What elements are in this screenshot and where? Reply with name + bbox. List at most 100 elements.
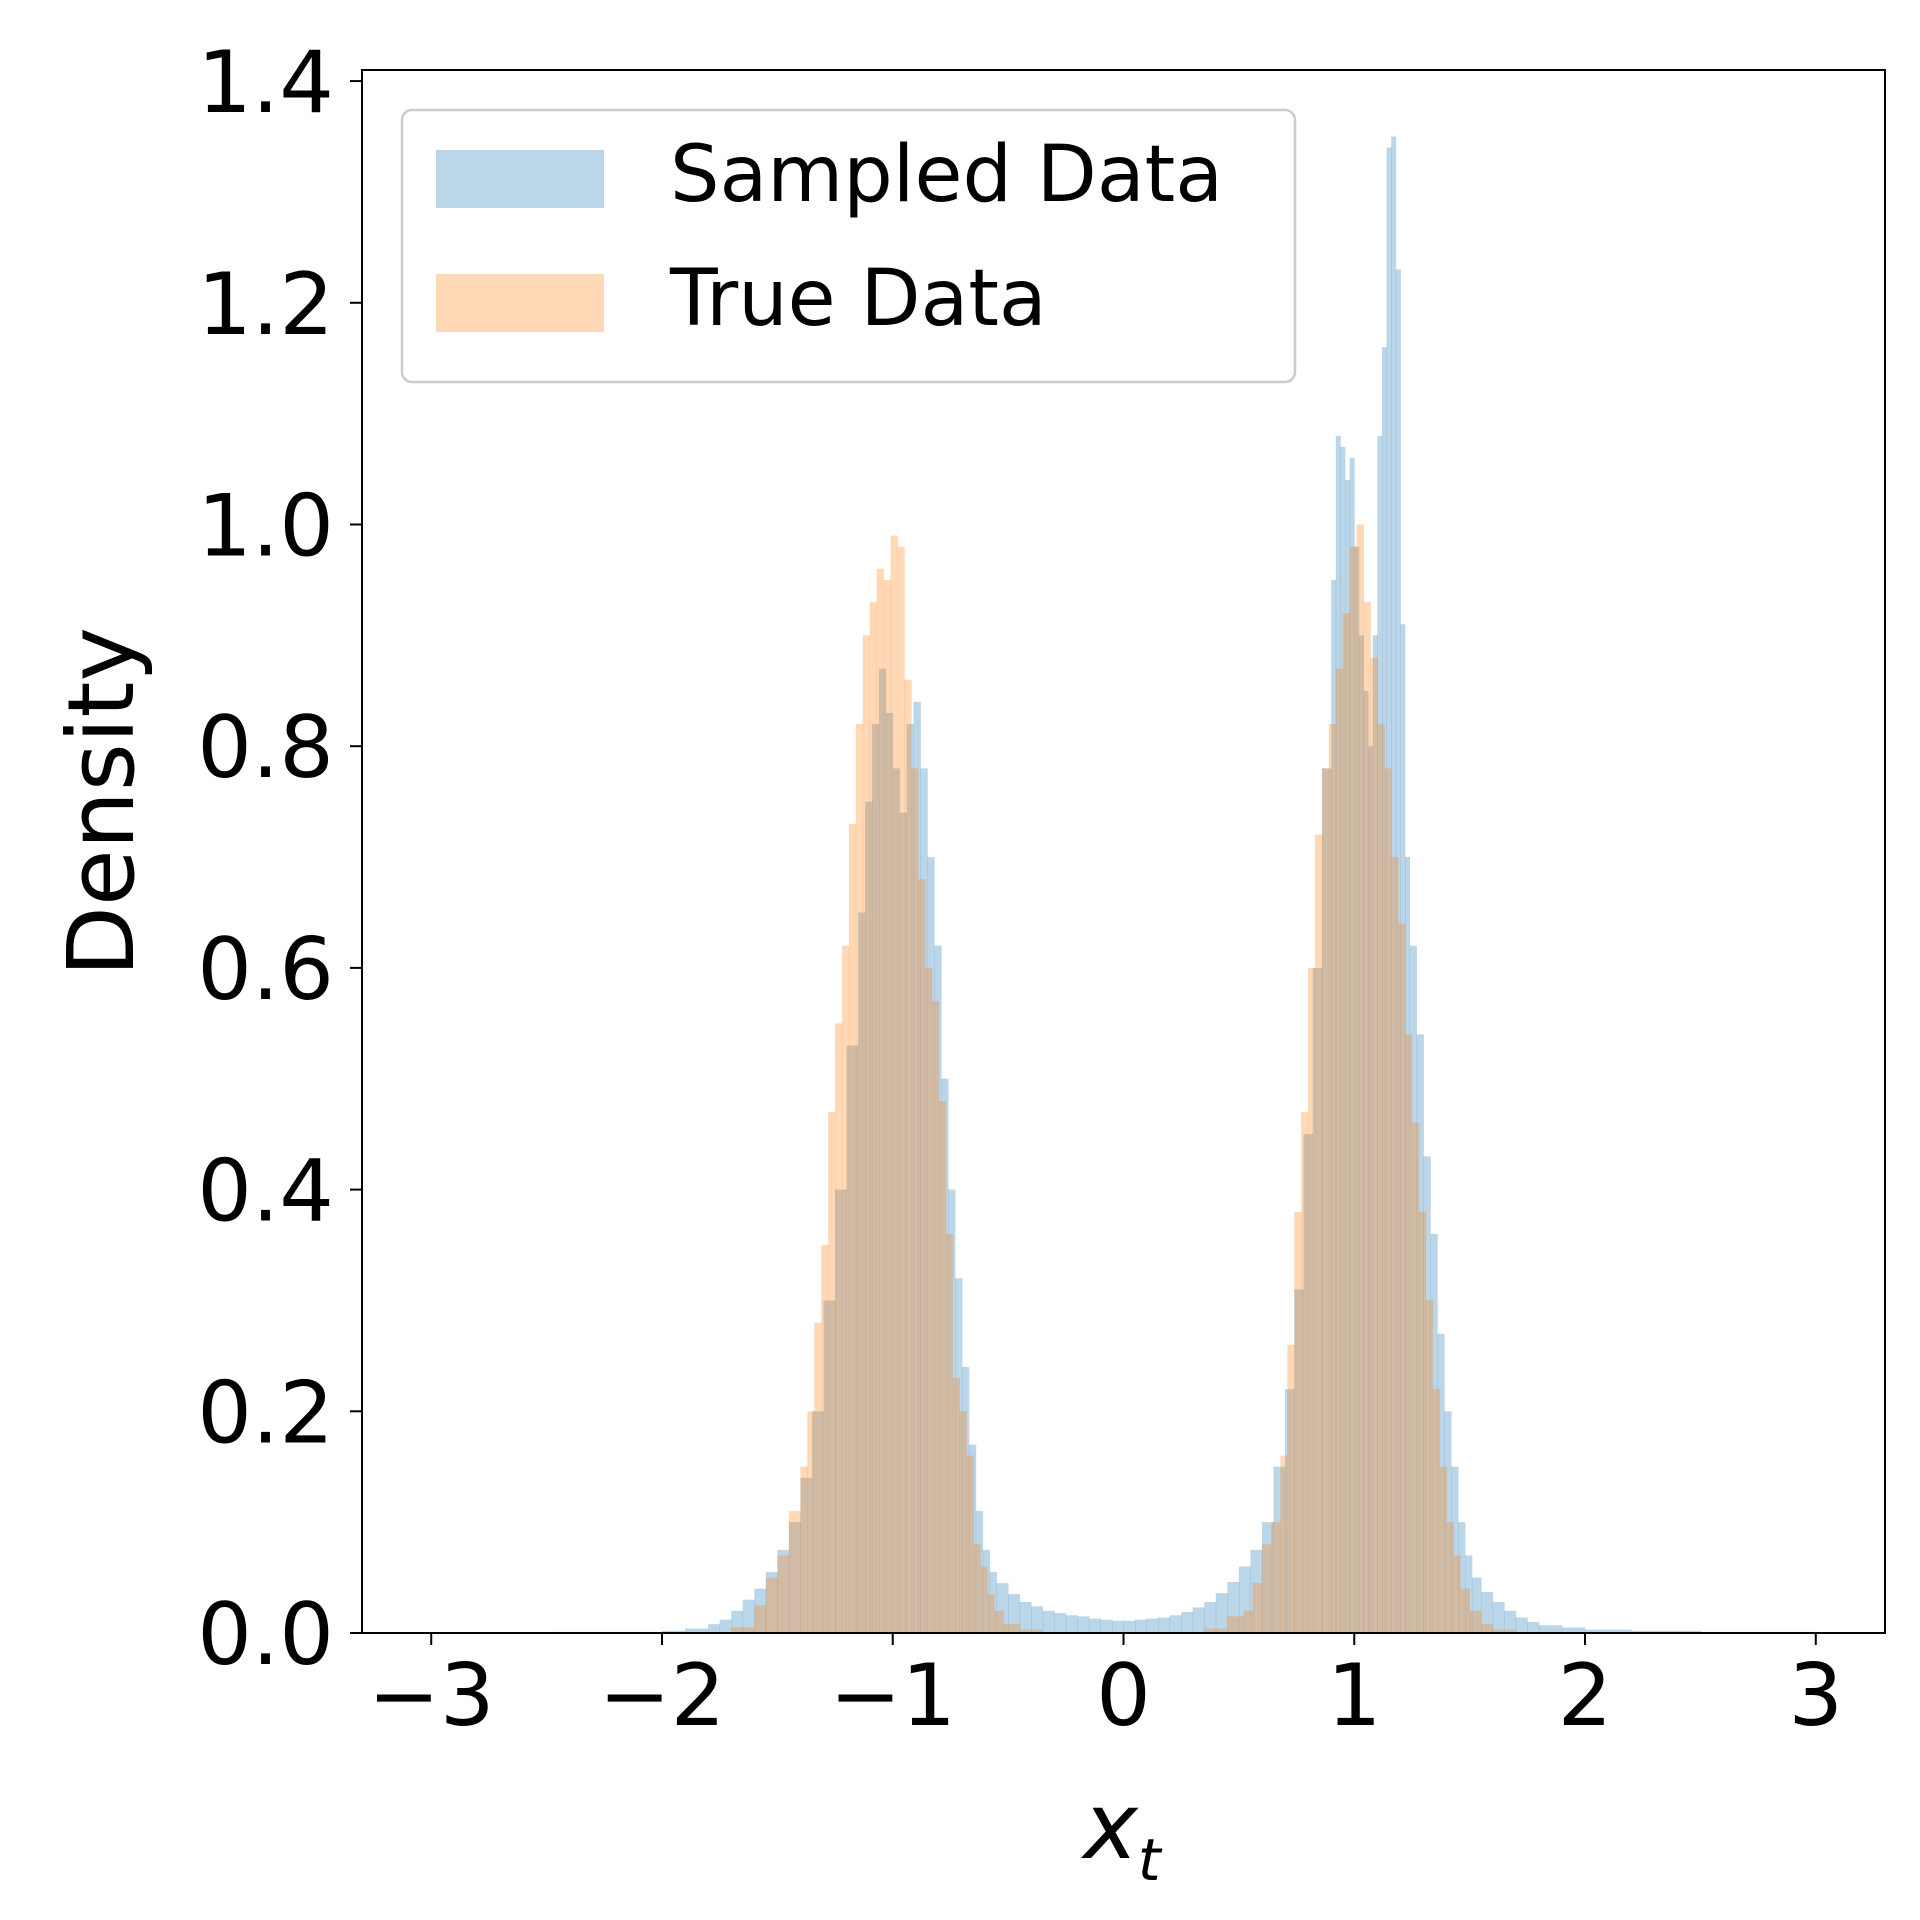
histogram-bar — [899, 812, 907, 1633]
histogram-bar — [906, 724, 914, 1633]
series-1 — [731, 524, 1517, 1634]
histogram-bar — [938, 1100, 947, 1633]
histogram-bar — [1335, 435, 1341, 1633]
histogram-bar — [1301, 1112, 1309, 1633]
histogram-bar — [1204, 1628, 1228, 1633]
histogram-bar — [952, 1378, 961, 1633]
histogram-bar — [1432, 1389, 1441, 1633]
histogram-bar — [913, 701, 921, 1633]
histogram-bar — [807, 1411, 815, 1633]
histogram-bar — [800, 1466, 808, 1633]
histogram-bar — [1398, 923, 1406, 1633]
histogram-bar — [765, 1577, 778, 1633]
histogram-bar — [1358, 635, 1364, 1633]
histogram-bar — [955, 1278, 963, 1633]
y-tick-label: 0.0 — [197, 1585, 334, 1685]
x-tick-label: −3 — [368, 1646, 495, 1746]
histogram-bar — [1204, 1601, 1217, 1633]
histogram-bar — [961, 1366, 970, 1633]
histogram-bar — [1243, 1610, 1254, 1633]
histogram-bar — [814, 1322, 822, 1633]
histogram-bar — [1391, 136, 1397, 1633]
histogram-bar — [1003, 1624, 1021, 1633]
histogram-bar — [918, 879, 926, 1633]
histogram-bar — [1287, 1344, 1295, 1633]
histogram-bar — [1492, 1601, 1505, 1633]
y-tick-label: 1.0 — [197, 476, 334, 576]
histogram-bar — [1458, 1522, 1466, 1633]
histogram-bar — [1423, 1156, 1431, 1633]
histogram-bar — [1381, 347, 1387, 1633]
histogram-bar — [1315, 834, 1323, 1633]
histogram-bar — [1391, 857, 1399, 1633]
histogram-bar — [941, 1078, 949, 1633]
histogram-bar — [1349, 546, 1357, 1634]
histogram-bar — [855, 724, 864, 1633]
series-layer — [546, 136, 1817, 1634]
histogram-bar — [1370, 657, 1378, 1633]
histogram-bar — [1321, 768, 1332, 1633]
histogram-bar — [848, 823, 857, 1633]
histogram-bar — [1111, 1620, 1124, 1633]
histogram-bar — [1538, 1625, 1563, 1633]
histogram-bar — [1042, 1610, 1055, 1633]
x-tick-label: 2 — [1558, 1646, 1613, 1746]
histogram-bar — [1312, 967, 1323, 1633]
histogram-bar — [821, 1245, 829, 1633]
legend-label-true: True Data — [669, 254, 1047, 344]
histogram-bar — [731, 1610, 744, 1633]
histogram-bar — [1527, 1621, 1540, 1633]
histogram-bar — [1453, 1555, 1461, 1633]
histogram-bar — [1250, 1549, 1263, 1633]
histogram-bar — [1430, 1233, 1438, 1633]
histogram-bar — [685, 1628, 709, 1633]
x-tick-label: 0 — [1096, 1646, 1151, 1746]
y-tick-label: 0.8 — [197, 698, 334, 798]
histogram-bar — [876, 568, 884, 1633]
histogram-bar — [1340, 446, 1346, 1633]
histogram-bar — [1328, 724, 1337, 1633]
histogram-bar — [897, 546, 905, 1634]
histogram-bar — [777, 1555, 790, 1633]
histogram-bar — [968, 1444, 977, 1633]
histogram-bar — [996, 1583, 1009, 1633]
histogram-bar — [869, 602, 877, 1633]
histogram-bar — [1077, 1616, 1090, 1633]
histogram-bar — [1405, 857, 1411, 1633]
y-tick-label: 0.6 — [197, 920, 334, 1020]
histogram-bar — [920, 768, 928, 1633]
histogram-bar — [1065, 1615, 1078, 1633]
histogram-bar — [708, 1624, 721, 1633]
histogram-bar — [1215, 1593, 1228, 1633]
histogram-bar — [959, 1411, 967, 1633]
histogram-bar — [1409, 945, 1417, 1633]
y-axis: 0.0 0.2 0.4 0.6 0.8 1.0 1.2 1.4 — [197, 33, 362, 1685]
histogram-bar — [1363, 690, 1369, 1633]
legend: Sampled Data True Data — [400, 108, 1297, 384]
histogram-bar — [841, 945, 850, 1633]
histogram-bar — [1294, 1289, 1304, 1633]
histogram-bar — [975, 1511, 984, 1633]
legend-swatch-true — [436, 274, 604, 332]
histogram-bar — [911, 768, 919, 1633]
y-axis-label: Density — [48, 627, 155, 977]
histogram-bar — [878, 668, 887, 1633]
histogram-bar — [846, 1045, 859, 1633]
histogram-bar — [931, 1001, 940, 1633]
histogram-bar — [1252, 1583, 1263, 1633]
x-tick-label: −2 — [599, 1646, 726, 1746]
x-axis: −3 −2 −1 0 1 2 3 — [368, 1633, 1843, 1746]
histogram-bar — [1088, 1618, 1101, 1633]
histogram-bar — [788, 1522, 801, 1633]
histogram-bar — [1460, 1588, 1471, 1633]
x-axis-label: xt — [1080, 1773, 1162, 1894]
histogram-bar — [862, 635, 871, 1633]
histogram-bar — [1418, 1211, 1427, 1633]
histogram-bar — [1285, 1389, 1295, 1633]
histogram-bar — [1451, 1466, 1459, 1633]
histogram-bar — [800, 1477, 813, 1633]
histogram-bar — [1439, 1466, 1447, 1633]
histogram-bar — [835, 1023, 843, 1633]
series-0 — [546, 136, 1817, 1634]
histogram-bar — [1354, 546, 1360, 1634]
